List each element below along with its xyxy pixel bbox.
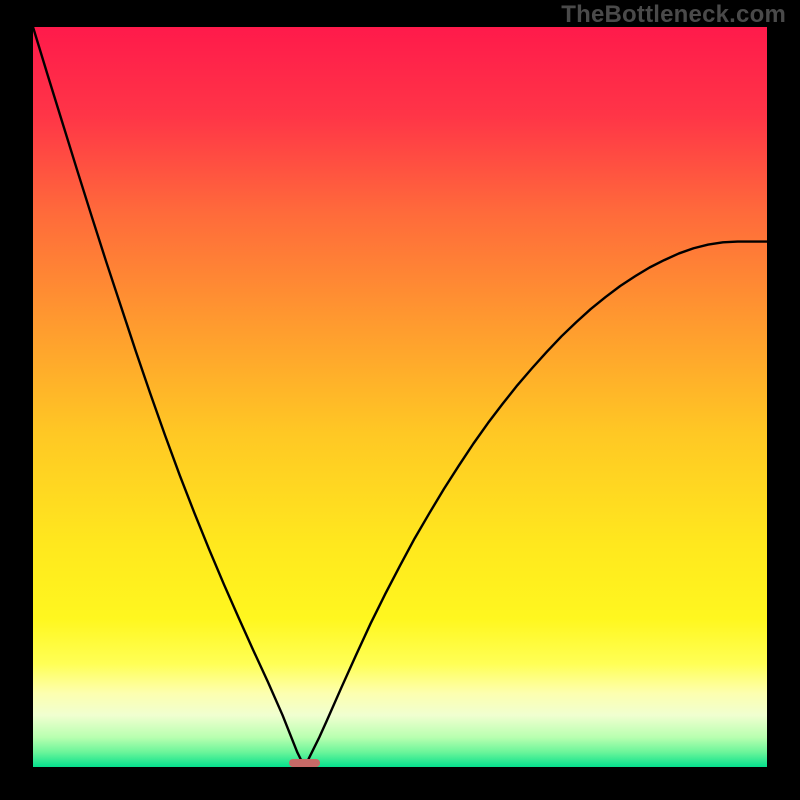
bottleneck-curve bbox=[33, 27, 767, 767]
plot-area bbox=[33, 27, 767, 767]
figure: TheBottleneck.com bbox=[0, 0, 800, 800]
attribution-watermark: TheBottleneck.com bbox=[561, 1, 786, 29]
minimum-marker bbox=[289, 759, 320, 767]
